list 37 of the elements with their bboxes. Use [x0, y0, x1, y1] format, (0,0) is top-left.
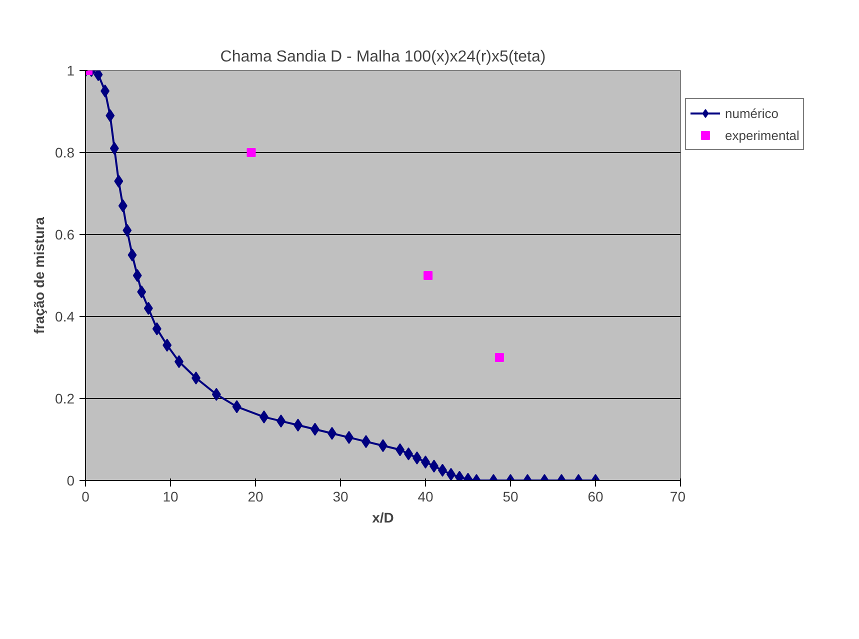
- point: [106, 109, 115, 122]
- point: [128, 248, 137, 262]
- x-tick-label: 20: [248, 488, 264, 504]
- legend-label: experimental: [725, 128, 800, 142]
- y-tick-label: 1: [66, 62, 75, 78]
- y-tick-label: 0.8: [55, 144, 75, 160]
- x-tick-label: 70: [670, 488, 686, 504]
- x-tick-label: 10: [162, 488, 178, 504]
- point: [246, 148, 256, 157]
- point: [212, 388, 221, 401]
- point: [110, 142, 119, 155]
- point: [144, 302, 153, 315]
- point: [114, 174, 124, 188]
- y-tick-label: 0.6: [55, 226, 75, 242]
- point: [137, 285, 146, 298]
- legend-label: numérico: [725, 106, 778, 120]
- y-tick-label: 0: [66, 472, 75, 488]
- y-tick-label: 0.4: [55, 308, 75, 324]
- x-tick-label: 50: [502, 488, 518, 504]
- y-axis-title: fração de mistura: [31, 216, 48, 334]
- point: [100, 84, 110, 98]
- point: [232, 400, 242, 414]
- x-tick-label: 40: [418, 488, 434, 504]
- point: [162, 338, 172, 352]
- chart-title: Chama Sandia D - Malha 100(x)x24(r)x5(teta): [220, 48, 546, 66]
- x-tick-label: 0: [82, 488, 90, 504]
- point: [152, 322, 162, 336]
- y-tick-label: 0.2: [55, 390, 75, 406]
- point: [424, 271, 433, 280]
- point: [118, 199, 128, 212]
- point: [94, 70, 103, 82]
- point: [132, 269, 142, 282]
- point: [122, 224, 132, 237]
- x-tick-label: 30: [332, 488, 348, 504]
- x-axis-title: x/D: [372, 510, 394, 526]
- x-tick-label: 60: [588, 488, 604, 504]
- point: [494, 353, 504, 362]
